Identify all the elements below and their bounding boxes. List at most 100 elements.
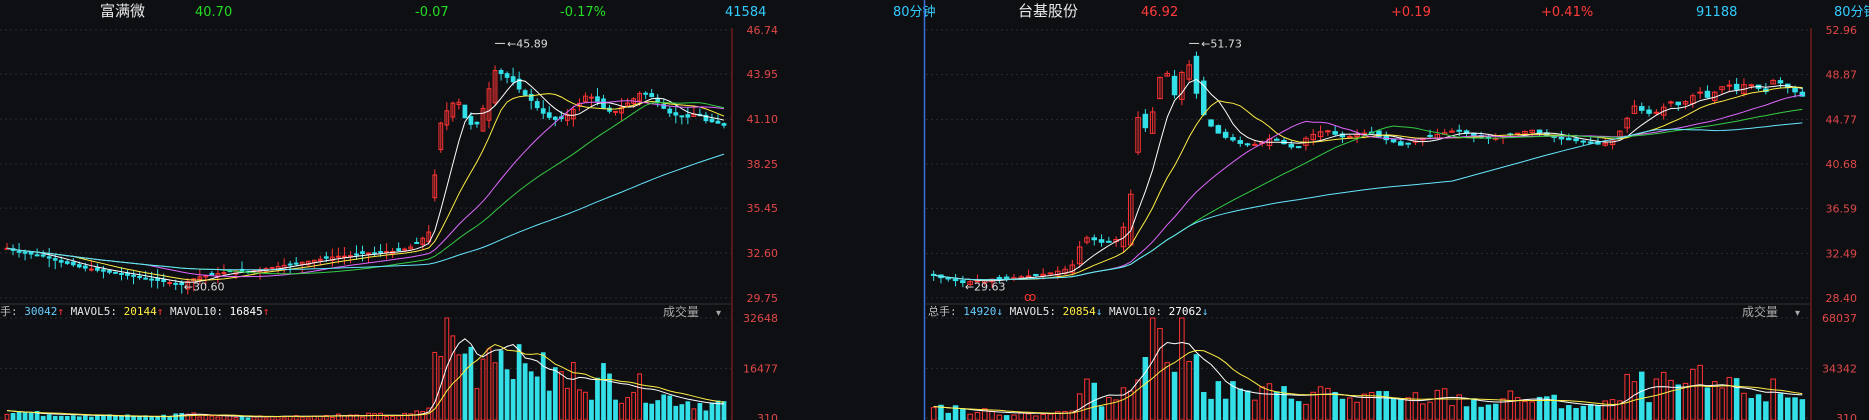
candle[interactable] (1186, 60, 1192, 83)
volume-bar[interactable] (1660, 371, 1667, 420)
candle[interactable] (1135, 111, 1141, 156)
candle[interactable] (583, 92, 588, 103)
candle[interactable] (149, 271, 154, 288)
candle[interactable] (269, 266, 275, 272)
volume-bar[interactable] (185, 413, 191, 420)
candle[interactable] (546, 106, 552, 120)
period-label[interactable]: 80分钟 (1834, 4, 1869, 20)
candle[interactable] (1668, 100, 1674, 108)
candle[interactable] (1069, 259, 1076, 276)
volume-bar[interactable] (613, 399, 618, 420)
volume-bar[interactable] (28, 412, 34, 420)
candle[interactable] (414, 237, 420, 244)
candle[interactable] (432, 169, 438, 202)
volume-bar[interactable] (1748, 398, 1755, 420)
candle[interactable] (336, 247, 341, 264)
candle[interactable] (1149, 107, 1156, 134)
volume-bar[interactable] (1208, 398, 1214, 420)
candle[interactable] (1252, 140, 1258, 147)
volume-bar[interactable] (191, 412, 197, 420)
volume-bar[interactable] (528, 371, 534, 420)
volume-bar[interactable] (1697, 364, 1703, 420)
volume-bar[interactable] (384, 416, 389, 420)
candle[interactable] (534, 98, 540, 111)
volume-bar[interactable] (16, 412, 22, 420)
volume-bar[interactable] (1317, 386, 1324, 420)
candle[interactable] (1288, 140, 1295, 150)
volume-bar[interactable] (1193, 354, 1200, 420)
volume-bar[interactable] (82, 415, 88, 420)
volume-bar[interactable] (1646, 402, 1652, 420)
volume-bar[interactable] (691, 408, 697, 420)
volume-bar[interactable] (1456, 394, 1463, 420)
candle[interactable] (209, 270, 215, 276)
volume-bar[interactable] (1551, 394, 1557, 420)
volume-bar[interactable] (1587, 404, 1594, 420)
candle[interactable] (1682, 100, 1689, 110)
candle[interactable] (28, 251, 34, 259)
candle[interactable] (1638, 102, 1645, 114)
volume-bar[interactable] (1398, 398, 1404, 420)
volume-bar[interactable] (625, 397, 630, 420)
volume-bar[interactable] (1726, 376, 1733, 420)
volume-bar[interactable] (293, 415, 299, 420)
volume-bar[interactable] (498, 350, 504, 420)
candle[interactable] (293, 257, 299, 266)
volume-bar[interactable] (1595, 405, 1601, 420)
candle[interactable] (967, 279, 973, 287)
candle[interactable] (1171, 69, 1178, 99)
volume-bar[interactable] (697, 402, 703, 420)
candle[interactable] (1405, 142, 1411, 148)
candle[interactable] (396, 242, 402, 252)
candle[interactable] (360, 245, 365, 262)
candle[interactable] (462, 104, 468, 119)
volume-bar[interactable] (323, 415, 329, 420)
volume-bar[interactable] (64, 415, 70, 420)
candle[interactable] (40, 250, 46, 258)
volume-bar[interactable] (1471, 398, 1477, 420)
candle[interactable] (498, 68, 504, 81)
candle[interactable] (1193, 51, 1200, 99)
volume-bar[interactable] (945, 412, 952, 420)
volume-bar[interactable] (643, 402, 649, 420)
volume-bar[interactable] (1339, 398, 1346, 420)
volume-bar[interactable] (1580, 405, 1587, 420)
volume-bar[interactable] (378, 412, 383, 420)
volume-bar[interactable] (1624, 373, 1630, 420)
candle[interactable] (474, 121, 480, 128)
volume-bar[interactable] (1485, 404, 1492, 420)
candle[interactable] (1106, 236, 1112, 243)
candle[interactable] (1237, 136, 1244, 147)
volume-bar[interactable] (1704, 387, 1711, 420)
period-label[interactable]: 80分钟 (893, 4, 936, 20)
volume-bar[interactable] (1354, 401, 1360, 420)
candle[interactable] (384, 243, 389, 260)
volume-bar[interactable] (504, 369, 510, 420)
candle[interactable] (613, 110, 618, 116)
volume-bar[interactable] (305, 417, 311, 420)
panel-taiji[interactable]: 台基股份 46.92 +0.19 +0.41% 91188 80分钟 52.96 48.87 4… (926, 2, 1869, 420)
volume-bar[interactable] (95, 415, 100, 420)
candle[interactable] (480, 104, 486, 132)
candle[interactable] (179, 280, 185, 294)
candle[interactable] (1346, 134, 1353, 138)
volume-bar[interactable] (58, 415, 64, 420)
volume-bar[interactable] (685, 401, 691, 420)
volume-bar[interactable] (101, 415, 106, 420)
volume-bar[interactable] (402, 412, 408, 420)
volume-bar[interactable] (263, 417, 269, 420)
volume-bar[interactable] (52, 415, 58, 420)
volume-bar[interactable] (1412, 392, 1419, 420)
candle[interactable] (703, 111, 709, 124)
candle[interactable] (1354, 129, 1360, 144)
candle[interactable] (378, 244, 383, 257)
candle[interactable] (667, 106, 673, 118)
volume-bar[interactable] (601, 363, 606, 420)
candle[interactable] (522, 88, 528, 97)
panel-fumanwei[interactable]: 富满微 40.70 -0.07 -0.17% 41584 80分钟 46.74 43.95 41… (0, 2, 936, 420)
volume-bar[interactable] (709, 402, 715, 420)
volume-bar[interactable] (1383, 391, 1390, 420)
volume-bar[interactable] (1076, 393, 1083, 420)
candle[interactable] (709, 113, 715, 123)
volume-bar[interactable] (1799, 399, 1806, 420)
